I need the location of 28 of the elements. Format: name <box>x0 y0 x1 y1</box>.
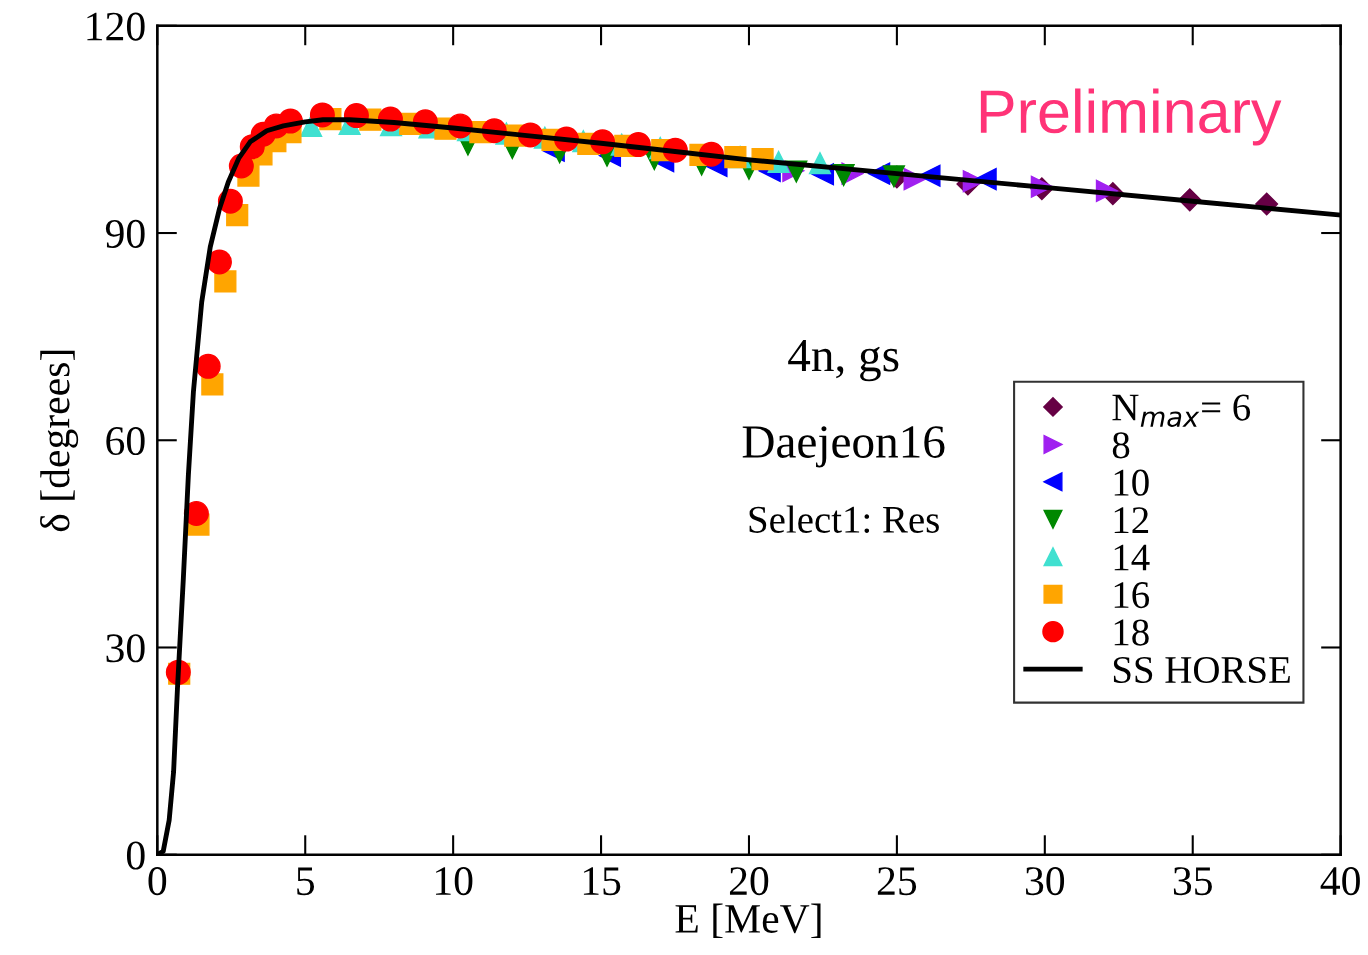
legend-label: 18 <box>1114 619 1149 646</box>
legend-label: N$_{max}$= 6 <box>1112 394 1251 428</box>
y-tick-label: 60 <box>106 427 145 456</box>
y-tick-label: 30 <box>106 634 145 663</box>
annotation: Daejeon16 <box>742 426 945 468</box>
x-tick-label: 40 <box>1320 867 1360 896</box>
annotation: Preliminary <box>980 88 1282 146</box>
x-tick-label: 15 <box>583 867 621 896</box>
x-tick-label: 20 <box>729 867 769 896</box>
y-tick-label: 0 <box>126 841 145 870</box>
annotation: Select1: Res <box>749 505 939 534</box>
legend-label: 12 <box>1114 507 1149 533</box>
legend-label: 14 <box>1114 544 1150 571</box>
y-tick-label: 120 <box>87 12 145 41</box>
x-tick-label: 5 <box>297 867 315 896</box>
x-tick-label: 30 <box>1025 867 1065 896</box>
x-tick-label: 10 <box>435 867 473 896</box>
y-tick-label: 90 <box>105 219 145 248</box>
x-tick-label: 35 <box>1173 867 1212 896</box>
legend-label: SS HORSE <box>1113 656 1290 684</box>
x-tick-label: 0 <box>148 867 167 896</box>
x-tick-label: 25 <box>877 867 917 896</box>
x-axis-title: E [MeV] <box>675 903 821 939</box>
legend-label: 10 <box>1114 469 1149 496</box>
legend-label: 16 <box>1114 582 1150 609</box>
legend-label: 8 <box>1112 432 1130 459</box>
annotation: 4n, gs <box>788 339 899 382</box>
y-axis-title: δ [degrees] <box>40 350 79 532</box>
